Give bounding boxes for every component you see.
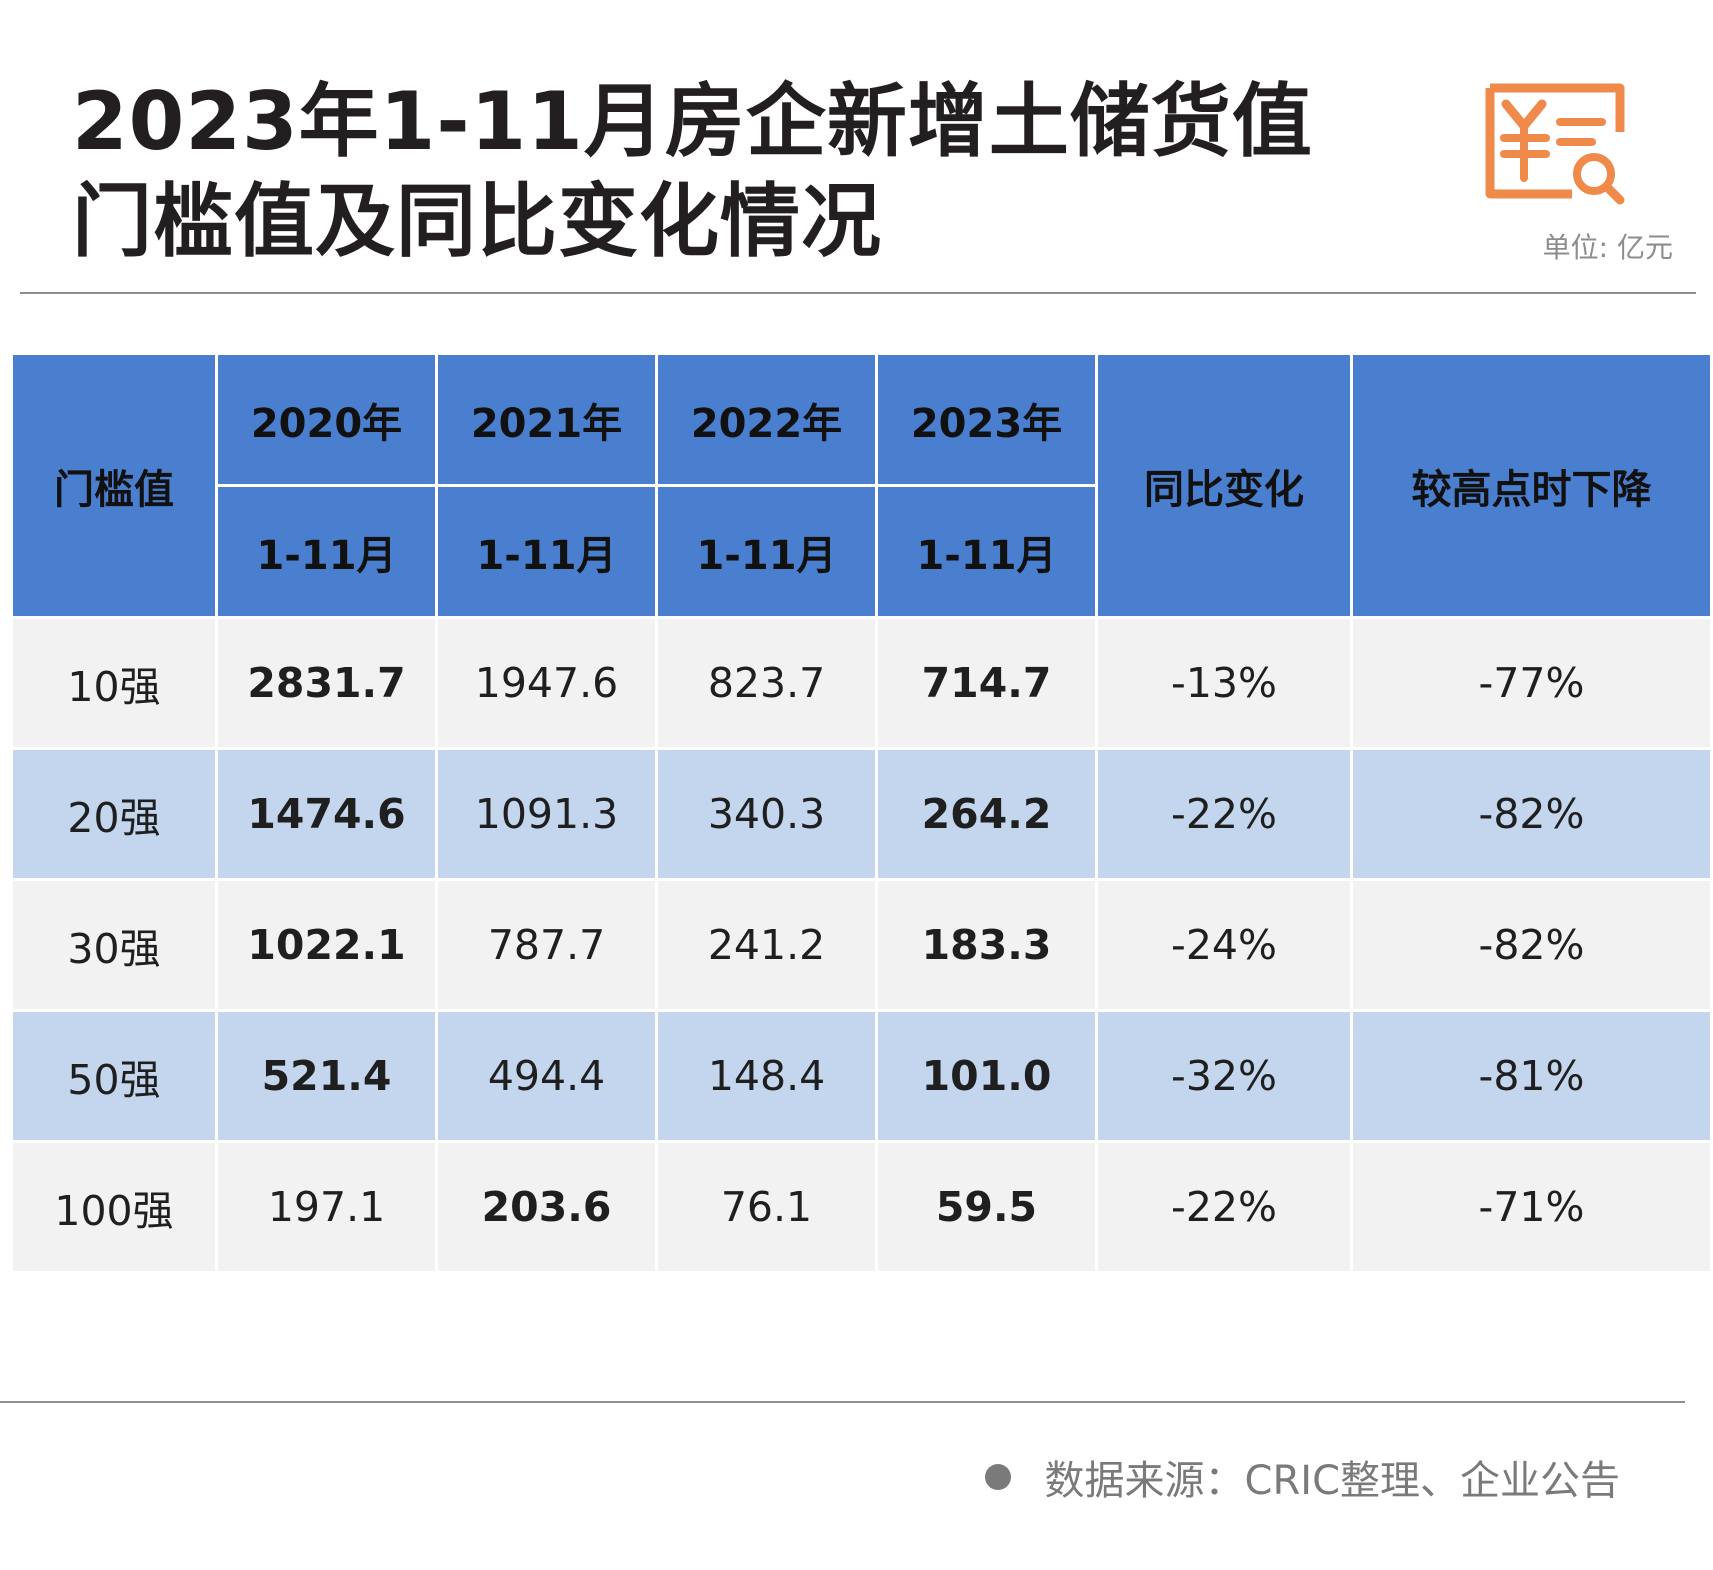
header-from-peak: 较高点时下降 <box>1350 352 1713 619</box>
value-cell: 787.7 <box>435 878 658 1012</box>
source-text: 数据来源：CRIC整理、企业公告 <box>1044 1458 1620 1504</box>
row-label: 100强 <box>10 1140 218 1274</box>
value-cell: 714.7 <box>875 616 1098 750</box>
yuan-document-search-icon <box>1485 83 1625 205</box>
value-cell: 148.4 <box>655 1009 878 1143</box>
header-period: 1-11月 <box>655 484 878 619</box>
header-period: 1-11月 <box>435 484 658 619</box>
yoy-cell: -13% <box>1095 616 1353 750</box>
value-cell: 183.3 <box>875 878 1098 1012</box>
bottom-divider <box>0 1401 1685 1403</box>
threshold-table: 门槛值 2020年 2021年 2022年 2023年 同比变化 较高点时下降 … <box>10 352 1713 1274</box>
unit-label: 单位: 亿元 <box>1542 231 1673 264</box>
from-peak-cell: -77% <box>1350 616 1713 750</box>
value-cell: 241.2 <box>655 878 878 1012</box>
header-year-2023: 2023年 <box>875 352 1098 487</box>
value-cell: 101.0 <box>875 1009 1098 1143</box>
value-cell: 1474.6 <box>215 747 438 881</box>
table-row: 100强 197.1 203.6 76.1 59.5 -22% -71% <box>10 1140 1713 1274</box>
header-yoy: 同比变化 <box>1095 352 1353 619</box>
value-cell: 59.5 <box>875 1140 1098 1274</box>
value-cell: 203.6 <box>435 1140 658 1274</box>
value-cell: 1947.6 <box>435 616 658 750</box>
table-row: 10强 2831.7 1947.6 823.7 714.7 -13% -77% <box>10 616 1713 750</box>
bullet-icon <box>984 1464 1011 1490</box>
from-peak-cell: -82% <box>1350 878 1713 1012</box>
value-cell: 2831.7 <box>215 616 438 750</box>
value-cell: 197.1 <box>215 1140 438 1274</box>
value-cell: 1091.3 <box>435 747 658 881</box>
from-peak-cell: -82% <box>1350 747 1713 881</box>
header-row-period: 1-11月 1-11月 1-11月 1-11月 <box>12 484 1712 619</box>
header-threshold: 门槛值 <box>10 352 218 619</box>
header-year-2020: 2020年 <box>215 352 438 487</box>
table-row: 20强 1474.6 1091.3 340.3 264.2 -22% -82% <box>10 747 1713 881</box>
from-peak-cell: -81% <box>1350 1009 1713 1143</box>
header-year-2021: 2021年 <box>435 352 658 487</box>
value-cell: 521.4 <box>215 1009 438 1143</box>
yoy-cell: -24% <box>1095 878 1353 1012</box>
value-cell: 76.1 <box>655 1140 878 1274</box>
title-line-1: 2023年1-11月房企新增土储货值 <box>72 75 1313 168</box>
yoy-cell: -22% <box>1095 747 1353 881</box>
value-cell: 823.7 <box>655 616 878 750</box>
yoy-cell: -32% <box>1095 1009 1353 1143</box>
table-row: 30强 1022.1 787.7 241.2 183.3 -24% -82% <box>10 878 1713 1012</box>
row-label: 30强 <box>10 878 218 1012</box>
source-note: 数据来源：CRIC整理、企业公告 <box>984 1448 1620 1506</box>
title-line-2: 门槛值及同比变化情况 <box>72 175 882 268</box>
row-label: 10强 <box>10 616 218 750</box>
header-period: 1-11月 <box>875 484 1098 619</box>
value-cell: 340.3 <box>655 747 878 881</box>
header-period: 1-11月 <box>215 484 438 619</box>
row-label: 50强 <box>10 1009 218 1143</box>
yoy-cell: -22% <box>1095 1140 1353 1274</box>
header-row-years: 门槛值 2020年 2021年 2022年 2023年 同比变化 较高点时下降 <box>10 352 1713 619</box>
row-label: 20强 <box>10 747 218 881</box>
top-divider <box>20 292 1696 294</box>
value-cell: 264.2 <box>875 747 1098 881</box>
chart-title: 2023年1-11月房企新增土储货值 门槛值及同比变化情况 <box>72 72 1372 272</box>
from-peak-cell: -71% <box>1350 1140 1713 1274</box>
table-row: 50强 521.4 494.4 148.4 101.0 -32% -81% <box>10 1009 1713 1143</box>
value-cell: 1022.1 <box>215 878 438 1012</box>
value-cell: 494.4 <box>435 1009 658 1143</box>
header-year-2022: 2022年 <box>655 352 878 487</box>
